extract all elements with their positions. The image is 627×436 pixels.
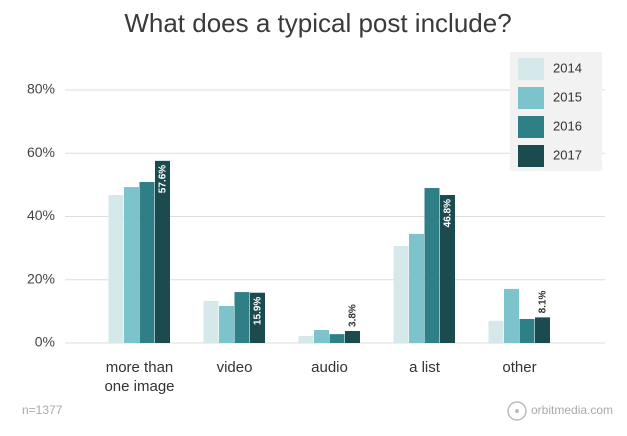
source-logo-dot	[515, 409, 519, 413]
bar	[424, 188, 440, 343]
legend-label: 2015	[553, 89, 582, 104]
x-tick-label: audio	[311, 359, 348, 376]
legend-swatch	[518, 87, 544, 109]
y-tick-label: 60%	[27, 144, 55, 160]
bar	[155, 160, 170, 343]
bar	[298, 336, 314, 343]
bar	[139, 182, 155, 343]
bar	[345, 330, 360, 343]
y-tick-label: 80%	[27, 81, 55, 97]
bar	[314, 330, 329, 343]
bar	[203, 300, 219, 343]
bar	[234, 292, 250, 343]
bar	[440, 194, 455, 343]
x-tick-label: more than one image	[104, 359, 175, 395]
y-tick-label: 20%	[27, 270, 55, 286]
x-tick-label-box: a list	[409, 359, 440, 376]
legend-swatch	[518, 145, 544, 167]
bar	[488, 320, 504, 343]
value-label: 15.9%	[252, 297, 263, 325]
value-label: 3.8%	[347, 304, 358, 327]
legend-label: 2017	[553, 147, 582, 162]
bar	[504, 288, 519, 343]
value-label: 46.8%	[442, 199, 453, 227]
x-tick-label: a list	[409, 359, 440, 376]
value-label: 57.6%	[157, 165, 168, 193]
bar	[519, 318, 535, 343]
legend-swatch	[518, 116, 544, 138]
x-tick-label: video	[216, 359, 253, 376]
bar	[535, 317, 550, 343]
source-logo	[507, 401, 527, 421]
bar	[250, 292, 265, 343]
x-tick-label-box: video	[216, 359, 253, 376]
x-tick-label-box: audio	[311, 359, 348, 376]
x-tick-label: other	[502, 359, 537, 376]
x-tick-label-box: other	[502, 359, 537, 376]
chart-title: What does a typical post include?	[124, 8, 511, 38]
bar	[329, 334, 345, 343]
value-label: 8.1%	[537, 290, 548, 313]
bar	[124, 187, 139, 343]
sample-note: n=1377	[22, 403, 63, 417]
x-tick-label-box: more than one image	[104, 359, 175, 395]
legend-label: 2014	[553, 60, 582, 75]
legend-swatch	[518, 58, 544, 80]
bar	[393, 245, 409, 343]
y-tick-label: 0%	[35, 334, 55, 350]
bar	[409, 233, 424, 343]
y-tick-label: 40%	[27, 207, 55, 223]
legend-label: 2016	[553, 118, 582, 133]
bar	[219, 305, 234, 343]
source: orbitmedia.com	[531, 403, 613, 417]
bar	[108, 194, 124, 343]
